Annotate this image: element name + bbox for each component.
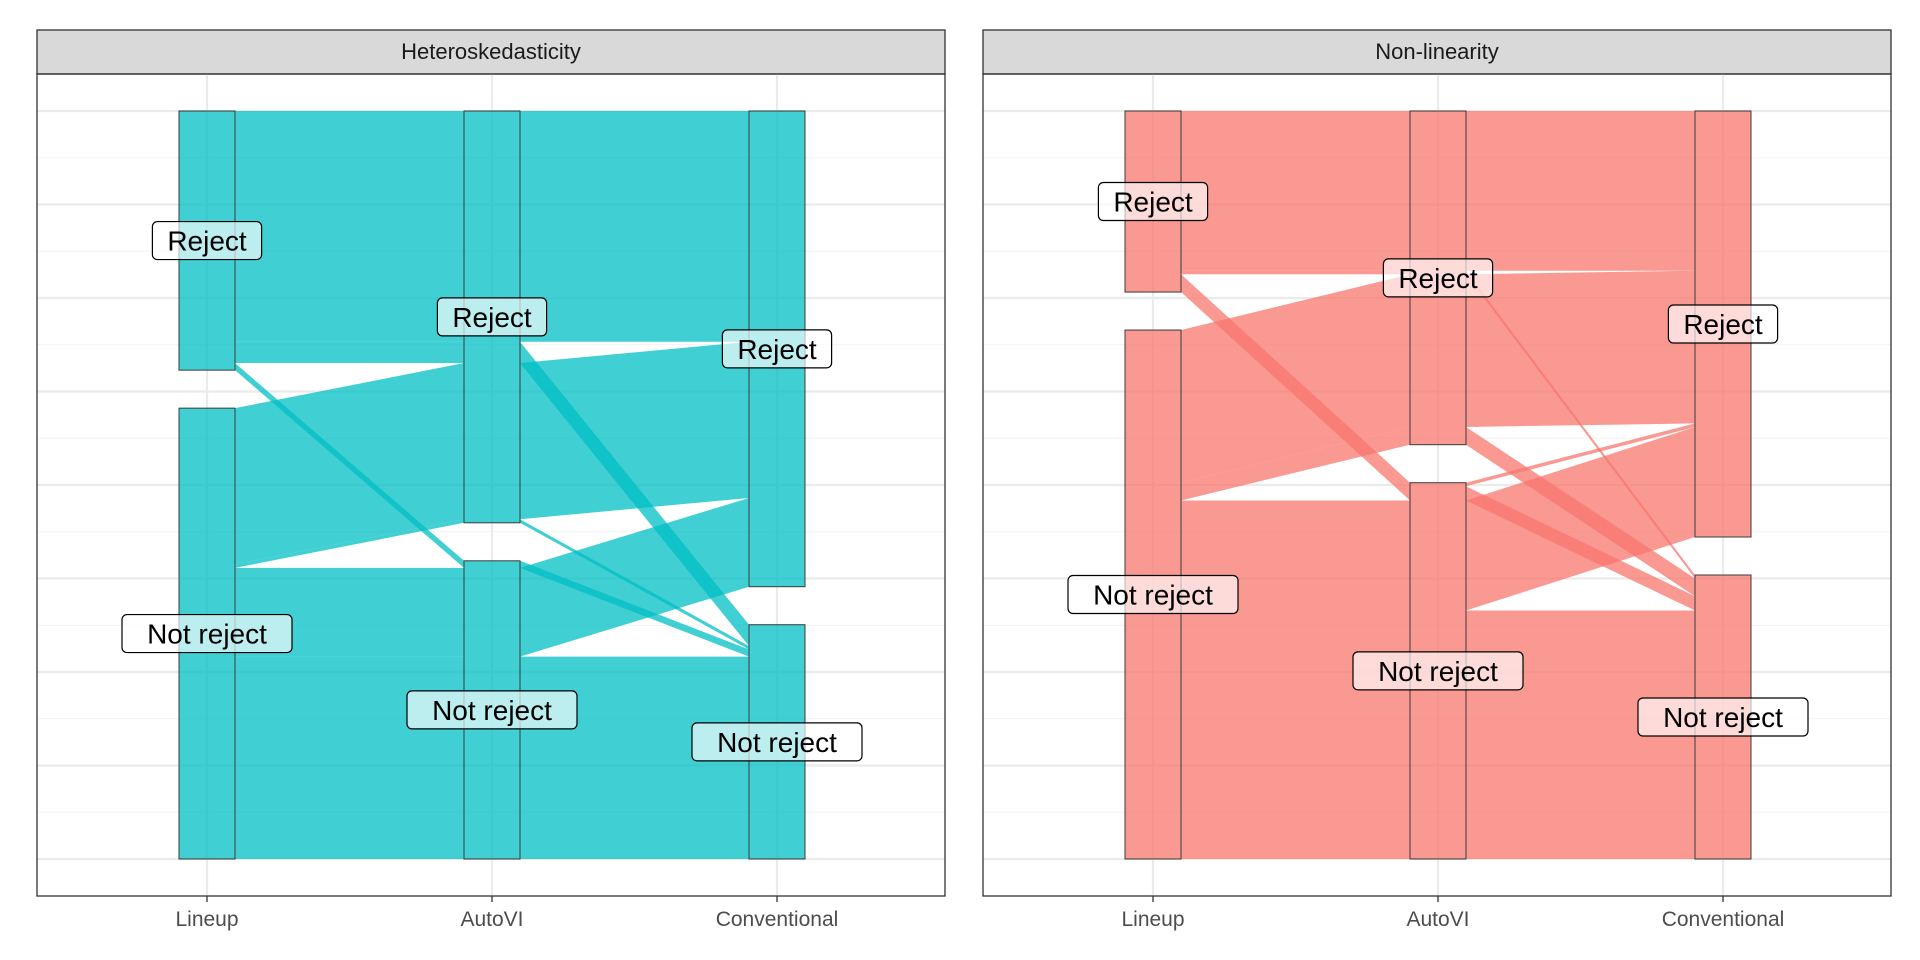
stratum-labels: Reject Not reject Reject Not reject Reject No… [1067,181,1809,737]
stratum-label: Reject [1382,258,1494,298]
x-tick-label: AutoVI [1406,908,1469,931]
stratum-label-text: Reject [452,302,532,333]
stratum-labels: Reject Not reject Reject Not reject Reject No… [121,220,863,762]
stratum-label: Not reject [1352,651,1524,691]
flow-reject-to-reject [235,111,464,342]
stratum-label: Not reject [121,613,293,654]
stratum-label-text: Not reject [717,727,837,758]
x-axis-ticks: Lineup AutoVI Conventional [175,896,838,931]
x-tick-label: Lineup [1121,908,1184,931]
stratum-label: Not reject [1637,697,1809,737]
stratum-label: Not reject [1067,574,1239,615]
stratum-label: Not reject [691,722,863,762]
flow-reject-to-reject [520,341,749,520]
stratum-label-box [691,722,863,762]
x-tick-label: Lineup [175,908,238,931]
stratum-label-text: Not reject [432,695,552,726]
x-tick-label: AutoVI [460,908,523,931]
stratum-label-box [721,329,833,369]
stratum-label-box [406,690,578,730]
flow-reject-to-reject [520,111,749,342]
stratum-label: Reject [1667,304,1779,344]
flow-reject-to-reject [1181,270,1410,275]
stratum-label-box [121,613,293,654]
panel-strip [982,29,1892,75]
panel-strip [36,29,946,75]
stratum-label-text: Reject [167,226,247,257]
panel-title: Heteroskedasticity [401,39,581,64]
flow-not-reject-to-reject [235,519,464,568]
stratum-label-box [1097,181,1209,222]
x-tick-label: Conventional [716,908,839,931]
stratum-label-box [436,297,548,337]
stratum-label-text: Reject [1398,263,1478,294]
stratum-label: Reject [436,297,548,337]
stratum-label: Reject [721,329,833,369]
stratum-label: Reject [151,220,263,261]
flow-not-reject-to-reject [235,363,464,565]
stratum-label-text: Reject [1683,309,1763,340]
panel-title: Non-linearity [1375,39,1499,64]
stratum-label-box [1637,697,1809,737]
flow-reject-to-reject [235,341,464,364]
stratum-label-box [1352,651,1524,691]
x-tick-label: Conventional [1662,908,1785,931]
flow-not-reject-to-reject [1181,426,1410,501]
stratum-label-box [1067,574,1239,615]
stratum-label-text: Not reject [147,619,267,650]
flow-not-reject-to-reject [520,497,749,657]
panel-border [982,73,1892,897]
stratum-label-box [1382,258,1494,298]
stratum-label-text: Reject [737,334,817,365]
stratum-label: Reject [1097,181,1209,222]
flow-not-reject-to-reject [1181,274,1410,483]
x-axis-ticks: Lineup AutoVI Conventional [1121,896,1784,931]
flow-not-reject-to-not-reject [235,656,464,859]
stratum-label-box [151,220,263,261]
flow-reject-to-reject [1181,111,1410,271]
flow-not-reject-to-not-reject [1181,610,1410,859]
stratum-label-box [1667,304,1779,344]
flow-not-reject-to-reject [1466,426,1695,611]
stratum-label-text: Not reject [1663,702,1783,733]
stratum-label-text: Reject [1113,187,1193,218]
panel-border [36,73,946,897]
stratum-label-text: Not reject [1378,656,1498,687]
stratum-label-text: Not reject [1093,580,1213,611]
panel-non-linearity: Non-linearity Reject Not reject Reject Not … [982,29,1892,931]
flow-reject-to-reject [1466,270,1695,427]
flow-reject-to-reject [1466,111,1695,271]
stratum-label: Not reject [406,690,578,730]
